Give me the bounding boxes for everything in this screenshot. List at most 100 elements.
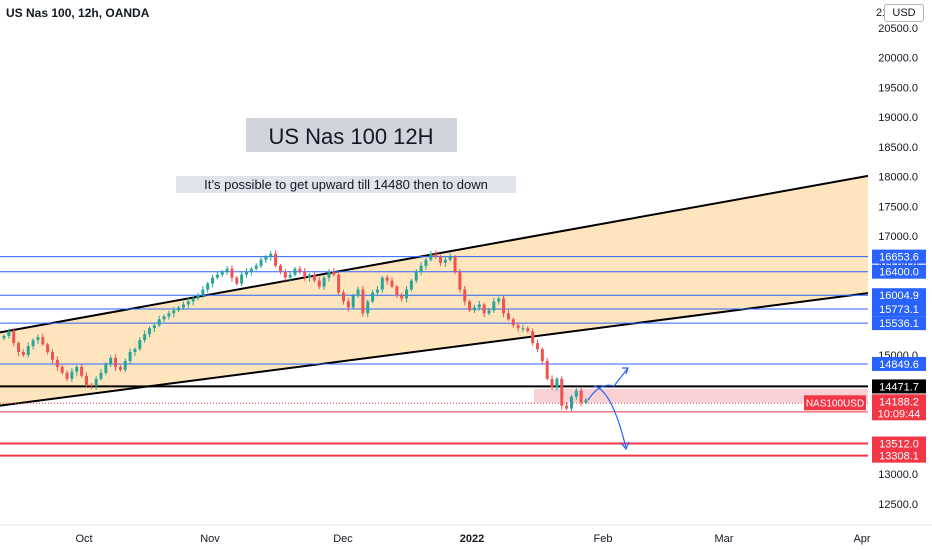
candle[interactable] <box>332 271 336 275</box>
candle[interactable] <box>312 274 316 281</box>
candle[interactable] <box>2 335 6 339</box>
candle[interactable] <box>89 384 93 386</box>
price-level-tag[interactable] <box>872 356 926 371</box>
candle[interactable] <box>75 366 79 372</box>
candle[interactable] <box>303 271 307 278</box>
price-level-tag[interactable] <box>872 302 926 317</box>
candle[interactable] <box>443 259 447 263</box>
candle[interactable] <box>482 304 486 314</box>
candle[interactable] <box>181 304 185 308</box>
candle[interactable] <box>201 289 205 296</box>
candle[interactable] <box>516 325 520 329</box>
projection-up-path[interactable] <box>587 367 629 401</box>
candle[interactable] <box>531 331 535 344</box>
candle[interactable] <box>409 280 413 290</box>
candle[interactable] <box>177 307 181 311</box>
candle[interactable] <box>245 271 248 275</box>
candle[interactable] <box>448 256 452 260</box>
candle[interactable] <box>84 375 88 385</box>
candle[interactable] <box>536 343 539 350</box>
candle[interactable] <box>419 265 423 272</box>
candle[interactable] <box>472 307 476 311</box>
candle[interactable] <box>162 316 166 320</box>
candle[interactable] <box>80 366 84 376</box>
candle[interactable] <box>429 253 433 260</box>
candle[interactable] <box>114 357 118 367</box>
candle[interactable] <box>560 378 564 406</box>
candle[interactable] <box>7 331 11 336</box>
candle[interactable] <box>104 363 108 373</box>
candle[interactable] <box>288 274 292 278</box>
candle[interactable] <box>41 337 45 345</box>
candle[interactable] <box>60 366 64 373</box>
candle[interactable] <box>439 256 442 263</box>
candle[interactable] <box>36 337 40 341</box>
candle[interactable] <box>259 259 263 266</box>
candle[interactable] <box>17 343 21 353</box>
candle[interactable] <box>211 277 215 284</box>
candle[interactable] <box>424 259 428 266</box>
candle[interactable] <box>274 253 278 266</box>
candle[interactable] <box>346 301 350 308</box>
candle[interactable] <box>342 292 345 302</box>
candle[interactable] <box>55 359 59 367</box>
price-level-tag[interactable] <box>872 288 926 303</box>
candle[interactable] <box>94 378 98 386</box>
candle[interactable] <box>230 268 234 278</box>
candle[interactable] <box>400 295 404 299</box>
candle[interactable] <box>186 301 190 305</box>
candle[interactable] <box>31 340 35 347</box>
candle[interactable] <box>123 360 127 370</box>
candle[interactable] <box>414 271 418 281</box>
candle[interactable] <box>133 349 137 353</box>
candle[interactable] <box>477 304 481 308</box>
candle[interactable] <box>278 265 282 272</box>
candle[interactable] <box>109 357 113 364</box>
candle[interactable] <box>118 366 122 370</box>
candle[interactable] <box>569 396 573 409</box>
candle[interactable] <box>492 301 496 311</box>
candle[interactable] <box>356 289 360 296</box>
candle[interactable] <box>157 319 161 326</box>
candle[interactable] <box>565 405 569 409</box>
projection-down-path[interactable] <box>593 385 627 449</box>
price-level-tag[interactable] <box>872 379 926 394</box>
candle[interactable] <box>235 277 239 284</box>
candle[interactable] <box>12 331 16 344</box>
candle[interactable] <box>26 346 30 355</box>
candle[interactable] <box>99 372 103 379</box>
candle[interactable] <box>361 289 365 314</box>
candle[interactable] <box>167 313 171 317</box>
candle[interactable] <box>317 280 321 287</box>
candle[interactable] <box>502 298 506 314</box>
candle[interactable] <box>506 313 510 320</box>
candle[interactable] <box>254 265 258 269</box>
currency-badge[interactable]: USD <box>884 4 924 22</box>
candle[interactable] <box>220 271 224 275</box>
candle[interactable] <box>574 390 578 397</box>
candle[interactable] <box>283 271 287 278</box>
candle[interactable] <box>225 268 229 272</box>
candle[interactable] <box>497 298 501 302</box>
candle[interactable] <box>21 352 25 355</box>
candle[interactable] <box>327 271 331 278</box>
candle[interactable] <box>293 268 297 275</box>
candle[interactable] <box>550 378 554 388</box>
candle[interactable] <box>545 360 549 379</box>
candle[interactable] <box>152 325 156 329</box>
candle[interactable] <box>526 328 530 332</box>
candle[interactable] <box>196 295 200 299</box>
price-level-tag[interactable] <box>872 448 926 463</box>
candle[interactable] <box>351 295 355 308</box>
candle[interactable] <box>337 274 341 293</box>
candle[interactable] <box>215 274 219 278</box>
candle[interactable] <box>191 298 195 302</box>
candle[interactable] <box>371 292 375 302</box>
candle[interactable] <box>366 301 370 314</box>
candle[interactable] <box>463 289 467 302</box>
candle[interactable] <box>385 277 389 281</box>
candle[interactable] <box>249 268 253 272</box>
candle[interactable] <box>380 277 384 290</box>
candle[interactable] <box>269 253 273 257</box>
candle[interactable] <box>405 289 409 299</box>
